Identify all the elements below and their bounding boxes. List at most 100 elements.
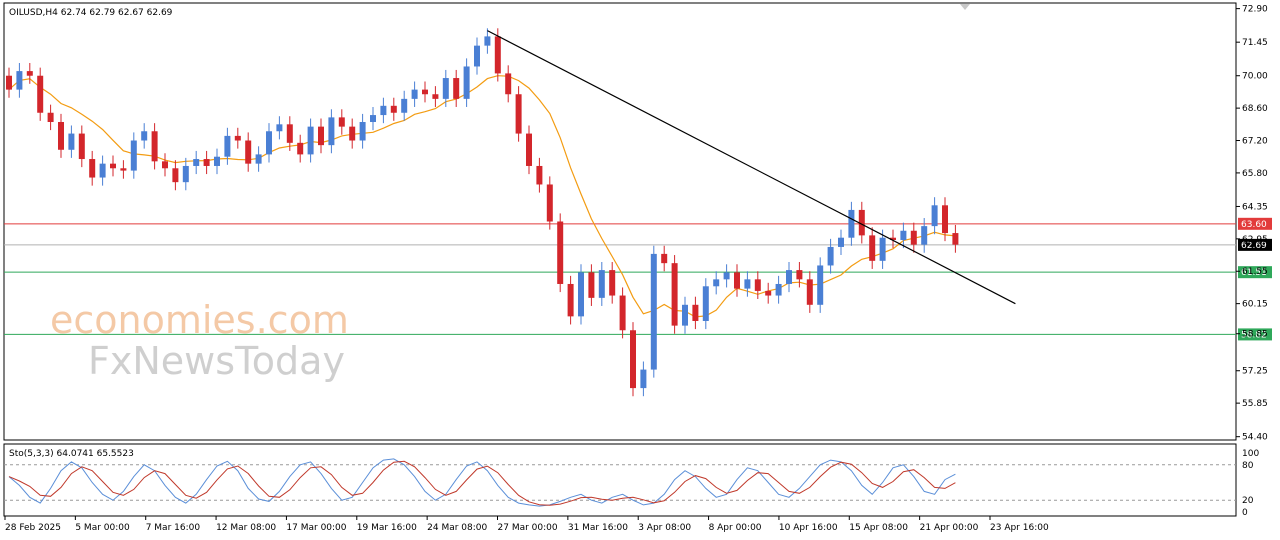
candle (453, 69, 460, 107)
candles (6, 28, 959, 397)
candle (276, 116, 283, 140)
level-badge (1238, 266, 1272, 279)
x-tick-label: 7 Mar 16:00 (146, 523, 201, 533)
x-tick-label: 31 Mar 16:00 (568, 523, 628, 533)
x-tick-label: 19 Mar 16:00 (357, 523, 417, 533)
x-tick-label: 3 Apr 08:00 (638, 523, 691, 533)
candle (338, 109, 345, 135)
candle (692, 296, 699, 330)
y-tick-label: 67.20 (1242, 137, 1268, 147)
candle (245, 132, 252, 172)
candle (401, 90, 408, 121)
candle (671, 255, 678, 334)
candle (193, 150, 200, 175)
y-tick-label: 60.15 (1242, 300, 1268, 310)
candle (588, 264, 595, 306)
candle (422, 81, 428, 103)
candle (370, 106, 376, 131)
x-tick-label: 12 Mar 08:00 (216, 523, 276, 533)
y-tick-label: 55.85 (1242, 399, 1268, 409)
candle (203, 150, 210, 175)
level-badge (1238, 217, 1272, 230)
candle (619, 287, 626, 339)
y-tick-label: 57.25 (1242, 367, 1268, 377)
x-tick-label: 28 Feb 2025 (5, 523, 61, 533)
candle (224, 127, 231, 165)
y-tick-label: 54.40 (1242, 433, 1268, 443)
level-badge-label: 63.60 (1241, 220, 1267, 230)
candle (214, 148, 220, 175)
y-tick-label: 61.55 (1242, 267, 1268, 277)
y-tick-label: 70.00 (1242, 72, 1268, 82)
trendline[interactable] (487, 30, 1016, 305)
candle (910, 222, 917, 253)
candle (390, 97, 397, 121)
candle (234, 127, 241, 149)
candle (921, 218, 928, 253)
candle (328, 109, 335, 154)
candle (37, 67, 44, 121)
candle (723, 264, 730, 288)
candle (162, 153, 168, 177)
candle (16, 63, 23, 98)
candle (442, 69, 449, 107)
x-tick-label: 17 Mar 00:00 (286, 523, 346, 533)
stochastic-lines: 100 80 20 0 (4, 449, 1259, 518)
y-tick-label: 58.85 (1242, 330, 1268, 340)
candle (630, 322, 636, 397)
stochastic-panel[interactable] (3, 443, 1237, 517)
y-tick-label: 64.35 (1242, 202, 1268, 212)
current-price-label: 62.69 (1241, 241, 1267, 251)
x-tick-label: 15 Apr 08:00 (849, 523, 908, 533)
candle (546, 176, 553, 230)
candle (734, 264, 740, 297)
candle (796, 261, 803, 288)
candle (598, 261, 605, 306)
level-badge-label: 58.82 (1241, 330, 1267, 340)
candle (120, 160, 127, 179)
candle (484, 28, 491, 54)
trendline-layer (487, 30, 1016, 305)
candle (432, 86, 439, 107)
symbol-header: OILUSD,H4 62.74 62.79 62.67 62.69 (9, 8, 173, 18)
horizontal-levels: 63.60 61.51 58.82 62.69 (4, 217, 1272, 341)
candle (68, 125, 75, 158)
candle (869, 227, 876, 269)
stochastic-main-line (8, 458, 956, 507)
candle (578, 264, 584, 325)
candle (349, 118, 356, 149)
candle (89, 150, 96, 186)
candle (172, 160, 179, 191)
candle (786, 261, 792, 293)
candle (754, 271, 761, 300)
candle (879, 229, 886, 269)
candle (380, 97, 387, 124)
candle (151, 123, 158, 170)
price-panel[interactable] (3, 2, 1237, 441)
candle (557, 213, 564, 293)
watermark-fxnewstoday: FxNewsToday (88, 339, 345, 383)
candle (307, 118, 314, 163)
candle (526, 125, 532, 175)
stochastic-tick-label: 100 (1242, 449, 1259, 459)
candle (494, 28, 501, 82)
candle (848, 201, 855, 246)
candle (536, 157, 543, 193)
candle (99, 155, 106, 186)
moving-average-line[interactable] (8, 75, 956, 318)
candle (650, 245, 657, 378)
candle (640, 361, 647, 397)
stochastic-signal-line (8, 460, 956, 506)
x-tick-label: 10 Apr 16:00 (779, 523, 838, 533)
candle (838, 229, 844, 256)
candle (952, 224, 959, 253)
x-tick-label: 5 Mar 00:00 (75, 523, 130, 533)
level-badge (1238, 328, 1272, 341)
level-badge-label: 61.51 (1241, 268, 1267, 278)
candle (682, 296, 688, 334)
candle (765, 282, 772, 304)
candle (359, 113, 366, 149)
price-axis: 72.90 71.45 70.00 68.60 67.20 65.80 64.35 62.95… (1236, 5, 1268, 443)
chart-shift-icon[interactable] (960, 4, 970, 10)
